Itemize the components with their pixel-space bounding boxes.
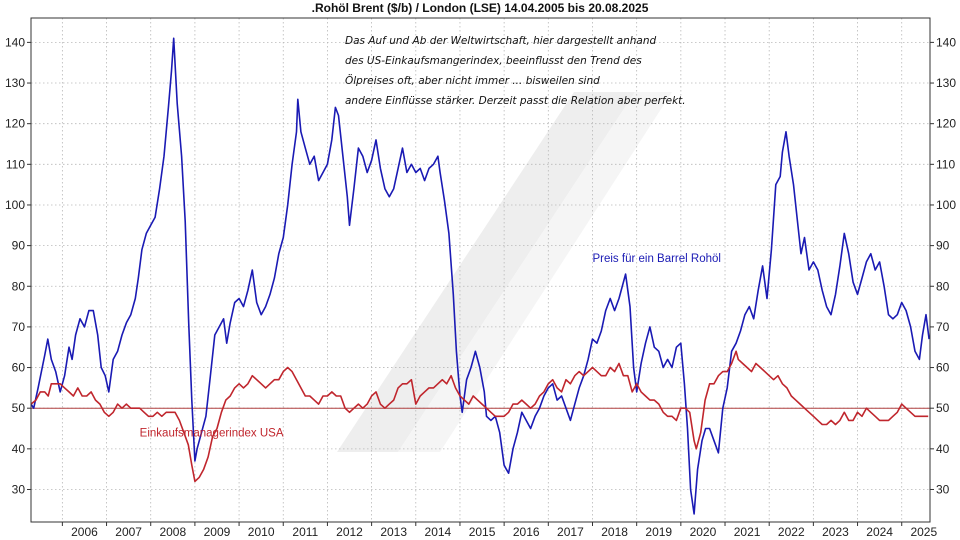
axis-ticks: 30 30 40 40 50 50 60 60 70 70 80 80 90 90 100 100 110 110… <box>5 35 956 539</box>
y-tick-label-right: 80 <box>936 279 950 293</box>
x-tick-label: 2025 <box>910 525 937 539</box>
x-tick-label: 2020 <box>690 525 717 539</box>
pmi-line <box>30 350 929 483</box>
y-tick-label-left: 60 <box>12 361 26 375</box>
watermark-shape <box>398 92 672 452</box>
series-labels: Preis für ein Barrel Rohöl Einkaufsmanage… <box>140 253 721 440</box>
x-tick-label: 2019 <box>645 525 672 539</box>
y-tick-label-left: 140 <box>5 35 25 49</box>
x-tick-label: 2006 <box>71 525 98 539</box>
x-tick-label: 2009 <box>204 525 231 539</box>
x-tick-label: 2007 <box>115 525 142 539</box>
x-tick-label: 2015 <box>469 525 496 539</box>
plot-border <box>30 17 931 523</box>
oil-price-label: Preis für ein Barrel Rohöl <box>592 253 720 265</box>
y-tick-label-left: 40 <box>12 442 26 456</box>
x-tick-label: 2012 <box>336 525 363 539</box>
y-tick-label-right: 50 <box>936 401 950 415</box>
y-tick-label-right: 110 <box>936 157 955 171</box>
y-tick-label-left: 100 <box>5 198 25 212</box>
watermark-shape <box>337 92 635 452</box>
y-tick-label-left: 130 <box>5 76 25 90</box>
x-tick-label: 2014 <box>425 525 452 539</box>
plot-frame <box>30 17 931 523</box>
x-tick-label: 2011 <box>292 525 318 539</box>
annotation-line: andere Einflüsse stärker. Derzeit passt … <box>345 95 686 107</box>
y-tick-label-right: 40 <box>936 442 950 456</box>
y-tick-label-left: 30 <box>12 482 26 496</box>
y-tick-label-right: 90 <box>936 239 950 253</box>
x-tick-label: 2016 <box>513 525 540 539</box>
y-tick-label-right: 120 <box>936 117 956 131</box>
annotation-line: Ölpreises oft, aber nicht immer ... bisw… <box>345 74 600 87</box>
y-tick-label-right: 140 <box>936 35 956 49</box>
y-tick-label-right: 70 <box>936 320 950 334</box>
annotation-line: des US-Einkaufsmangerindex, beeinflusst … <box>345 55 642 67</box>
chart-title: .Rohöl Brent ($/b) / London (LSE) 14.04.… <box>311 1 649 15</box>
y-tick-label-left: 90 <box>12 239 26 253</box>
y-tick-label-right: 30 <box>936 482 950 496</box>
x-tick-label: 2013 <box>380 525 407 539</box>
x-tick-label: 2018 <box>601 525 628 539</box>
series-lines <box>30 37 930 515</box>
x-tick-label: 2010 <box>248 525 275 539</box>
y-tick-label-left: 110 <box>6 157 25 171</box>
y-tick-label-right: 100 <box>936 198 956 212</box>
watermark-logo <box>337 92 672 452</box>
y-tick-label-left: 70 <box>12 320 26 334</box>
oil-price-line <box>30 37 930 515</box>
y-tick-label-left: 50 <box>12 401 26 415</box>
x-tick-label: 2024 <box>866 525 893 539</box>
y-tick-label-right: 60 <box>936 361 950 375</box>
x-tick-label: 2017 <box>557 525 584 539</box>
annotation-text: Das Auf und Ab der Weltwirtschaft, hier … <box>345 35 686 107</box>
x-tick-label: 2021 <box>734 525 761 539</box>
y-tick-label-left: 80 <box>12 279 26 293</box>
y-tick-label-right: 130 <box>936 76 956 90</box>
pmi-label: Einkaufsmanagerindex USA <box>140 428 284 440</box>
x-tick-label: 2008 <box>159 525 186 539</box>
x-tick-label: 2023 <box>822 525 849 539</box>
annotation-line: Das Auf und Ab der Weltwirtschaft, hier … <box>345 35 657 47</box>
x-tick-label: 2022 <box>778 525 805 539</box>
y-tick-label-left: 120 <box>5 117 25 131</box>
